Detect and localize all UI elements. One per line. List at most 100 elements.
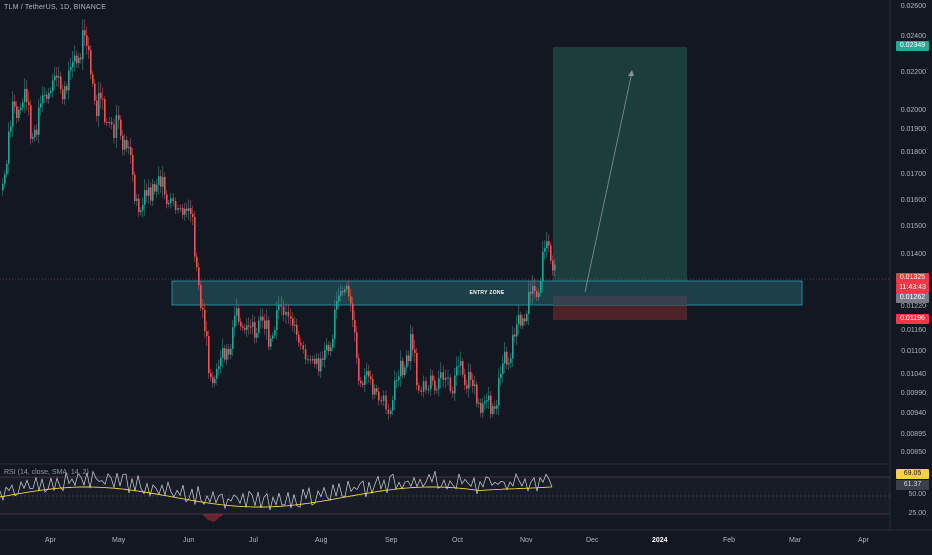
candle-body: [80, 57, 82, 60]
price-tick: 0.01800: [900, 149, 926, 156]
candle-body: [242, 326, 244, 328]
candle-body: [538, 292, 540, 298]
candle-body: [14, 101, 16, 107]
candle-body: [46, 94, 48, 99]
rsi-value-badge: 69.05: [896, 469, 929, 479]
rsi-indicator-label[interactable]: RSI (14, close, SMA, 14, 2): [4, 469, 89, 476]
candle-body: [38, 107, 40, 135]
candle-body: [272, 335, 274, 339]
candle-body: [146, 190, 148, 196]
target-price-badge: 0.02349: [896, 41, 929, 51]
entry-zone-box[interactable]: [171, 280, 803, 306]
candle-body: [230, 348, 232, 355]
candle-body: [170, 198, 172, 204]
candle-body: [410, 334, 412, 362]
candle-body: [42, 95, 44, 104]
candle-body: [94, 83, 96, 101]
candle-body: [132, 155, 134, 175]
candle-body: [270, 338, 272, 347]
projection-arrow-line: [584, 71, 633, 293]
candle-body: [466, 384, 468, 389]
candle-body: [534, 286, 536, 291]
candle-body: [427, 389, 430, 391]
candle-body: [113, 124, 115, 138]
target-zone[interactable]: [553, 47, 687, 296]
candle-body: [108, 121, 110, 123]
candle-body: [8, 131, 10, 164]
candle-body: [122, 135, 124, 150]
candle-body: [542, 251, 544, 282]
candle-body: [362, 383, 364, 385]
candle-body: [44, 94, 46, 96]
candle-body: [540, 281, 542, 293]
candle-body: [220, 357, 222, 367]
candle-body: [332, 338, 334, 348]
candle-body: [158, 176, 160, 185]
candle-body: [496, 405, 498, 409]
time-label: Oct: [452, 537, 463, 544]
candle-body: [412, 334, 414, 350]
candle-body: [152, 184, 154, 201]
candle-body: [154, 184, 156, 192]
candle-body: [58, 76, 60, 78]
stop-zone[interactable]: [553, 305, 687, 320]
candle-body: [472, 379, 474, 386]
rsi-sma-line: [0, 486, 553, 508]
candle-body: [134, 174, 136, 201]
candle-body: [482, 403, 484, 413]
candle-body: [374, 388, 376, 395]
candle-body: [212, 376, 214, 384]
candle-body: [88, 45, 90, 51]
time-label: Jun: [183, 537, 195, 544]
candle-body: [118, 115, 120, 120]
candle-body: [502, 363, 504, 374]
candle-body: [2, 183, 4, 190]
candle-body: [290, 316, 292, 319]
candle-body: [24, 88, 26, 103]
candle-body: [266, 320, 268, 329]
candle-body: [425, 381, 427, 390]
candle-body: [514, 334, 516, 337]
candle-body: [400, 360, 402, 377]
candle-body: [82, 30, 84, 60]
candle-body: [322, 358, 324, 360]
candle-body: [352, 303, 354, 320]
candle-body: [510, 358, 512, 363]
entry-fill: [553, 296, 687, 305]
candle-body: [280, 305, 282, 307]
candle-body: [254, 322, 256, 338]
price-tick: 0.02600: [900, 3, 926, 10]
price-tick: 0.01400: [900, 251, 926, 258]
candle-body: [444, 377, 447, 381]
candle-body: [376, 388, 378, 392]
candle-body: [302, 345, 304, 350]
candle-body: [142, 204, 144, 211]
candle-body: [246, 325, 248, 330]
candle-body: [314, 358, 316, 364]
candle-body: [232, 327, 234, 349]
candle-body: [512, 334, 514, 359]
price-tick: 0.01220: [900, 303, 926, 310]
symbol-title[interactable]: TLM / TetherUS, 1D, BINANCE: [4, 4, 107, 11]
candle-body: [508, 362, 510, 365]
candle-body: [190, 208, 192, 214]
candle-body: [140, 210, 142, 213]
price-tick: 0.01160: [901, 327, 926, 334]
candle-body: [408, 355, 410, 362]
candle-body: [416, 353, 418, 386]
candle-body: [268, 320, 270, 347]
candle-body: [454, 375, 456, 394]
candle-body: [12, 101, 14, 127]
candle-body: [312, 358, 314, 361]
candle-body: [102, 98, 104, 100]
candle-body: [204, 309, 206, 332]
candle-body: [522, 318, 524, 326]
candle-body: [546, 241, 548, 249]
candle-body: [526, 313, 528, 322]
candle-body: [486, 400, 488, 402]
candle-body: [432, 375, 434, 381]
candle-body: [214, 378, 216, 384]
